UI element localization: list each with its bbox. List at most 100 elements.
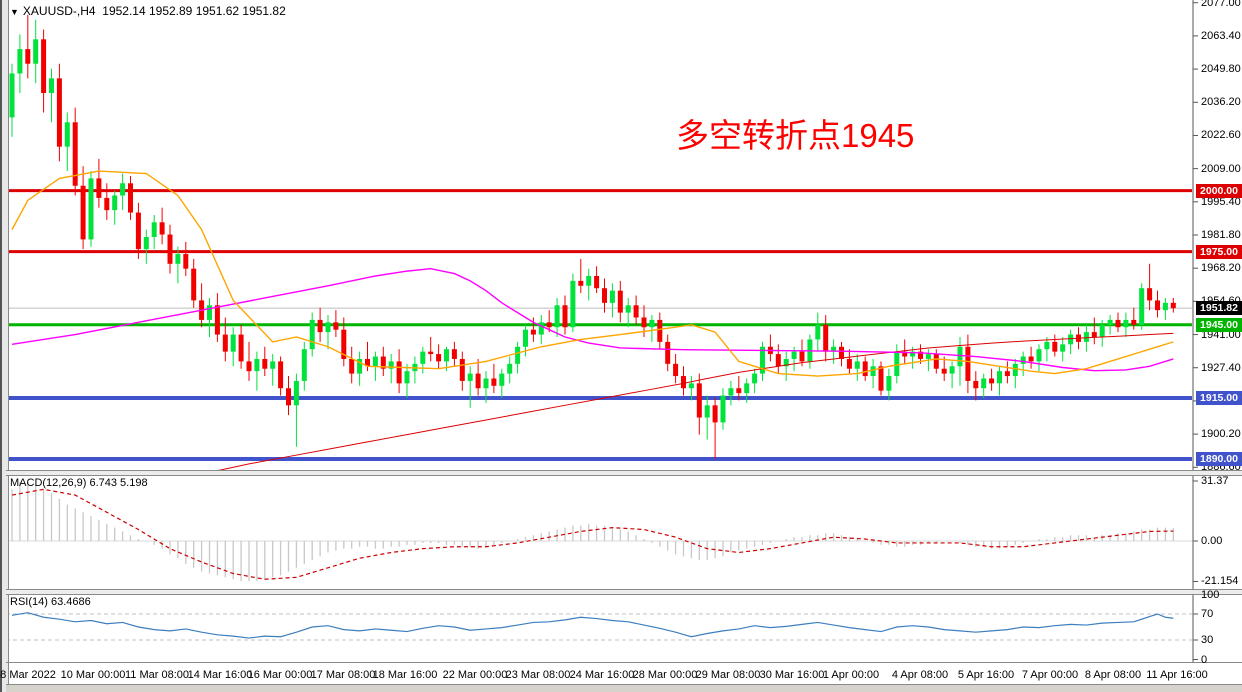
- time-tick-label: 23 Mar 08:00: [505, 669, 571, 681]
- candle-body: [459, 358, 465, 381]
- time-tick-label: 17 Mar 08:00: [310, 669, 376, 681]
- candle-body: [183, 254, 189, 269]
- candle-body: [1012, 363, 1018, 377]
- candle-body: [475, 373, 481, 389]
- candle-body: [207, 305, 212, 320]
- candle-body: [1123, 319, 1129, 328]
- candle-body: [1052, 341, 1058, 352]
- time-tick-label: 5 Apr 16:00: [957, 669, 1015, 681]
- time-tick-label: 30 Mar 16:00: [759, 669, 825, 681]
- candle-body: [625, 305, 631, 313]
- ma-fast-orange-line: [11, 170, 1174, 377]
- candle-body: [854, 361, 860, 369]
- candle-body: [862, 361, 868, 377]
- candle-body: [673, 363, 679, 377]
- candle-body: [925, 354, 931, 359]
- candle-body: [380, 356, 386, 369]
- candle-body: [17, 49, 23, 74]
- candle-body: [712, 405, 718, 423]
- time-tick-label: 24 Mar 16:00: [569, 669, 635, 681]
- candle-body: [341, 329, 347, 359]
- candle-body: [270, 361, 276, 369]
- candle-body: [72, 122, 78, 186]
- macd-tick-label: -21.154: [1201, 575, 1239, 588]
- candle-body: [128, 183, 133, 213]
- candle-body: [783, 358, 789, 367]
- candle-body: [159, 222, 165, 235]
- candle-body: [436, 354, 442, 362]
- candle-body: [80, 185, 86, 240]
- time-tick-label: 11 Apr 16:00: [1146, 669, 1208, 681]
- candle-body: [775, 354, 781, 367]
- candle-body: [444, 349, 449, 362]
- price-level-box: 1975.00: [1196, 244, 1242, 259]
- rsi-indicator-label: RSI(14) 63.4686: [10, 596, 91, 608]
- candle-body: [657, 319, 663, 342]
- candle-body: [191, 268, 197, 301]
- time-tick-label: 7 Apr 00:00: [1021, 669, 1079, 681]
- candle-body: [997, 371, 1002, 384]
- candle-body: [704, 405, 710, 418]
- price-tick-label: 2036.20: [1201, 96, 1241, 109]
- candle-body: [286, 388, 291, 406]
- candle-body: [96, 178, 102, 198]
- price-tick-label: 1968.20: [1201, 262, 1241, 275]
- candle-body: [981, 378, 987, 389]
- time-tick-label: 14 Mar 16:00: [187, 669, 253, 681]
- candle-body: [609, 290, 615, 303]
- candle-body: [238, 334, 244, 362]
- candle-body: [933, 354, 939, 369]
- candle-body: [222, 334, 228, 352]
- candle-body: [317, 319, 323, 333]
- ma-long-red-line: [209, 332, 1174, 473]
- time-tick-label: 29 Mar 08:00: [695, 669, 761, 681]
- macd-tick-label: 31.37: [1201, 474, 1229, 487]
- candle-body: [404, 371, 410, 384]
- candle-body: [1162, 302, 1168, 311]
- macd-tick-label: 0.00: [1201, 535, 1223, 547]
- candle-body: [886, 376, 892, 391]
- candle-body: [823, 324, 829, 352]
- time-tick-label: 22 Mar 00:00: [442, 669, 508, 681]
- candle-body: [641, 317, 647, 328]
- candle-body: [396, 361, 402, 384]
- symbol-dropdown-icon[interactable]: ▼: [10, 7, 19, 17]
- price-tick-label: 1995.40: [1201, 195, 1241, 208]
- candle-body: [254, 358, 260, 372]
- panel-separator-macd[interactable]: [6, 470, 1242, 476]
- candle-body: [720, 395, 726, 423]
- candle-body: [949, 366, 955, 374]
- candle-body: [112, 195, 118, 211]
- candle-body: [688, 383, 694, 389]
- candle-body: [728, 388, 734, 396]
- time-axis-border: [6, 662, 1242, 663]
- candle-body: [491, 378, 497, 386]
- candle-body: [878, 366, 884, 391]
- candle-body: [25, 49, 31, 64]
- candle-body: [965, 346, 971, 381]
- price-level-box: 1951.82: [1196, 301, 1242, 316]
- candle-body: [633, 305, 639, 318]
- candle-body: [846, 358, 852, 369]
- candle-body: [301, 349, 307, 381]
- price-tick-label: 2077.00: [1201, 0, 1241, 9]
- candle-body: [839, 346, 844, 359]
- candle-body: [1004, 371, 1010, 377]
- candle-body: [1020, 356, 1026, 364]
- candle-body: [230, 334, 236, 352]
- price-tick-label: 2049.80: [1201, 63, 1241, 76]
- candle-body: [428, 351, 434, 355]
- candle-body: [64, 122, 70, 147]
- panel-separator-rsi[interactable]: [6, 589, 1242, 595]
- price-tick-label: 1900.20: [1201, 428, 1241, 441]
- candle-body: [325, 322, 331, 333]
- candle-body: [910, 351, 916, 357]
- candle-body: [617, 290, 623, 313]
- chart-title: ▼ XAUUSD-,H4 1952.14 1952.89 1951.62 1951…: [10, 4, 286, 18]
- candle-body: [1028, 356, 1034, 362]
- candle-body: [1044, 341, 1050, 350]
- candle-body: [135, 212, 141, 250]
- time-tick-label: 1 Apr 00:00: [822, 669, 880, 681]
- candle-body: [56, 78, 62, 147]
